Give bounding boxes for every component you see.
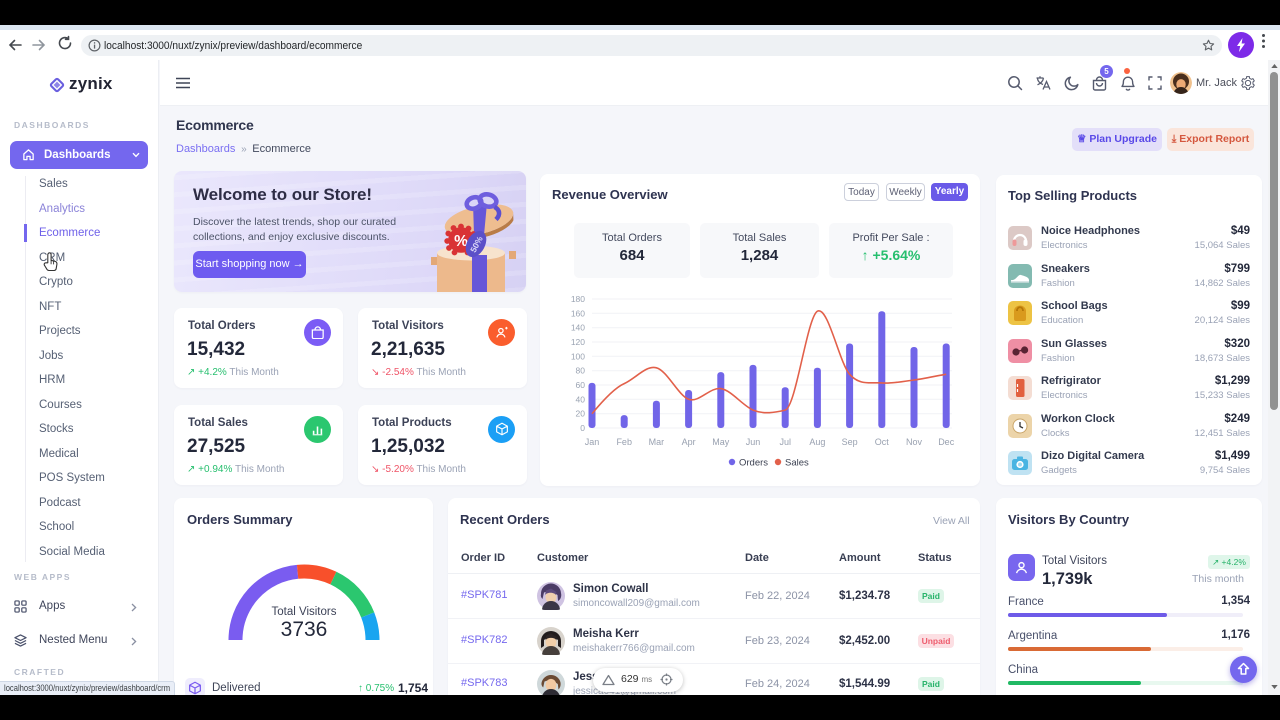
- svg-text:140: 140: [571, 323, 585, 333]
- svg-text:Sep: Sep: [842, 437, 858, 447]
- svg-text:Orders: Orders: [739, 458, 768, 469]
- svg-text:Feb: Feb: [616, 437, 632, 447]
- svg-text:Apr: Apr: [682, 437, 696, 447]
- svg-text:Aug: Aug: [809, 437, 825, 447]
- svg-text:100: 100: [571, 351, 585, 361]
- svg-text:Jan: Jan: [585, 437, 600, 447]
- svg-text:Dec: Dec: [938, 437, 955, 447]
- svg-text:60: 60: [576, 380, 586, 390]
- svg-text:May: May: [712, 437, 730, 447]
- svg-text:80: 80: [576, 366, 586, 376]
- svg-text:3736: 3736: [281, 618, 328, 641]
- svg-text:120: 120: [571, 337, 585, 347]
- svg-text:%: %: [454, 233, 468, 250]
- svg-text:0: 0: [580, 423, 585, 433]
- svg-text:180: 180: [571, 294, 585, 304]
- svg-text:Jul: Jul: [779, 437, 791, 447]
- svg-text:Nov: Nov: [906, 437, 923, 447]
- svg-text:Total Visitors: Total Visitors: [272, 606, 337, 618]
- svg-text:40: 40: [576, 394, 586, 404]
- svg-text:Oct: Oct: [875, 437, 890, 447]
- svg-text:160: 160: [571, 308, 585, 318]
- svg-text:Sales: Sales: [785, 458, 809, 469]
- svg-text:20: 20: [576, 409, 586, 419]
- svg-text:Jun: Jun: [746, 437, 761, 447]
- svg-text:Mar: Mar: [649, 437, 665, 447]
